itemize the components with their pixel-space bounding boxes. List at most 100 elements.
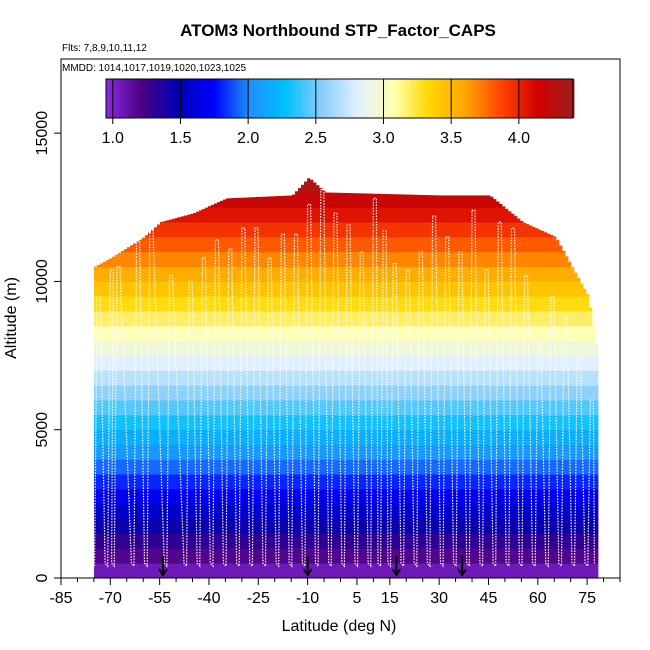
heatmap-cell [193, 311, 197, 327]
heatmap-cell [130, 414, 134, 431]
heatmap-cell [199, 459, 203, 475]
heatmap-cell [283, 563, 287, 579]
heatmap-cell [373, 311, 377, 327]
heatmap-cell [586, 503, 590, 520]
heatmap-cell [163, 400, 167, 416]
heatmap-cell [289, 195, 293, 208]
heatmap-cell [310, 518, 314, 534]
heatmap-cell [304, 548, 308, 564]
heatmap-cell [334, 474, 338, 490]
heatmap-cell [496, 503, 500, 520]
heatmap-cell [232, 207, 236, 223]
heatmap-cell [277, 236, 281, 253]
heatmap-cell [289, 563, 293, 579]
heatmap-cell [496, 340, 500, 356]
heatmap-cell [355, 311, 359, 327]
heatmap-cell [472, 533, 476, 549]
heatmap-cell [400, 266, 404, 282]
heatmap-cell [364, 266, 368, 282]
heatmap-cell [133, 340, 137, 356]
heatmap-cell [586, 474, 590, 490]
heatmap-cell [241, 474, 245, 490]
heatmap-cell [505, 296, 509, 312]
colorbar-swatch [332, 79, 335, 118]
heatmap-cell [583, 400, 587, 416]
heatmap-cell [190, 355, 194, 371]
heatmap-cell [562, 563, 566, 579]
heatmap-cell [400, 355, 404, 371]
heatmap-cell [481, 474, 485, 490]
colorbar-swatch [206, 79, 209, 118]
heatmap-cell [370, 355, 374, 371]
heatmap-cell [493, 296, 497, 312]
heatmap-cell [172, 400, 176, 416]
heatmap-cell [367, 340, 371, 356]
heatmap-cell [139, 548, 143, 564]
heatmap-cell [184, 459, 188, 475]
heatmap-cell [523, 503, 527, 520]
heatmap-cell [544, 429, 548, 445]
heatmap-cell [211, 563, 215, 579]
heatmap-cell [517, 400, 521, 416]
heatmap-cell [112, 563, 116, 579]
heatmap-cell [328, 503, 332, 520]
heatmap-cell [421, 311, 425, 327]
heatmap-cell [460, 236, 464, 253]
heatmap-cell [304, 236, 308, 253]
heatmap-cell [502, 266, 506, 282]
heatmap-cell [148, 311, 152, 327]
heatmap-cell [223, 311, 227, 327]
heatmap-cell [205, 489, 209, 505]
heatmap-cell [547, 459, 551, 475]
heatmap-cell [280, 429, 284, 445]
heatmap-cell [373, 207, 377, 223]
heatmap-cell [208, 355, 212, 371]
heatmap-cell [475, 414, 479, 431]
heatmap-cell [250, 459, 254, 475]
heatmap-cell [574, 533, 578, 549]
heatmap-cell [280, 296, 284, 312]
heatmap-cell [334, 533, 338, 549]
heatmap-cell [187, 222, 191, 238]
heatmap-cell [343, 340, 347, 356]
heatmap-cell [346, 548, 350, 564]
heatmap-cell [349, 251, 353, 267]
heatmap-cell [334, 429, 338, 445]
heatmap-cell [193, 503, 197, 520]
heatmap-cell [544, 281, 548, 297]
heatmap-cell [529, 385, 533, 401]
colorbar-swatch [210, 79, 213, 118]
heatmap-cell [112, 548, 116, 564]
heatmap-cell [472, 207, 476, 223]
heatmap-cell [439, 459, 443, 475]
heatmap-cell [286, 222, 290, 238]
heatmap-cell [424, 503, 428, 520]
heatmap-cell [583, 474, 587, 490]
x-tick-label: -85 [49, 590, 72, 607]
heatmap-cell [322, 400, 326, 416]
heatmap-cell [355, 296, 359, 312]
heatmap-cell [280, 207, 284, 223]
heatmap-cell [553, 503, 557, 520]
heatmap-cell [256, 400, 260, 416]
heatmap-cell [319, 311, 323, 327]
heatmap-cell [307, 192, 311, 208]
heatmap-cell [136, 311, 140, 327]
heatmap-cell [439, 266, 443, 282]
heatmap-cell [202, 311, 206, 327]
heatmap-cell [460, 518, 464, 534]
heatmap-cell [385, 459, 389, 475]
heatmap-cell [283, 207, 287, 223]
heatmap-cell [268, 414, 272, 431]
colorbar-swatch [226, 79, 229, 118]
heatmap-cell [355, 533, 359, 549]
heatmap-cell [334, 355, 338, 371]
heatmap-cell [328, 296, 332, 312]
heatmap-cell [160, 563, 164, 579]
heatmap-cell [514, 222, 518, 238]
heatmap-cell [265, 296, 269, 312]
heatmap-cell [334, 325, 338, 342]
heatmap-cell [148, 325, 152, 342]
heatmap-cell [460, 489, 464, 505]
heatmap-cell [247, 340, 251, 356]
